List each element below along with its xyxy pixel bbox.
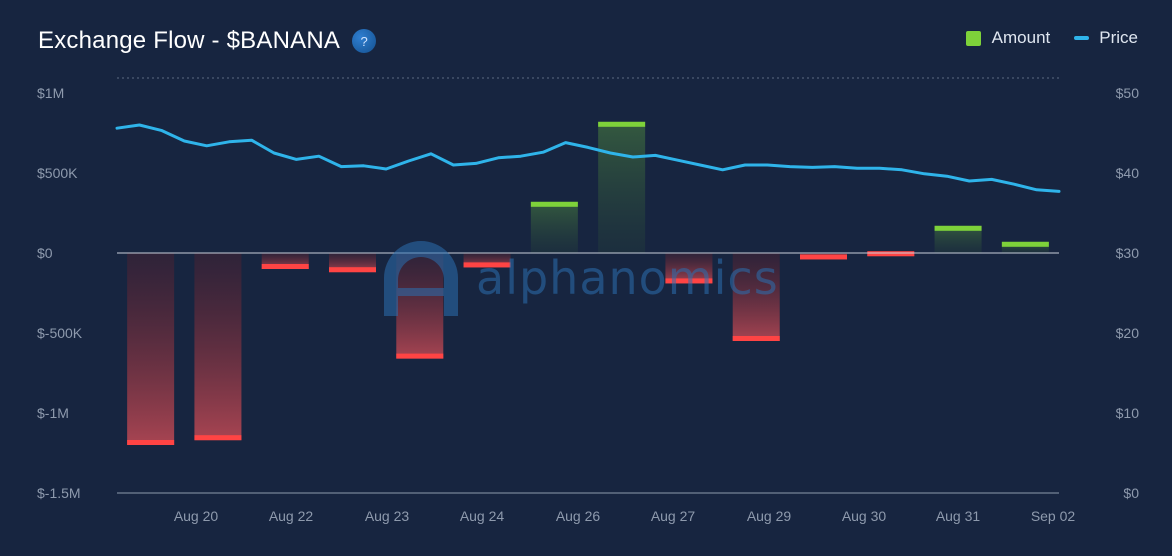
amount-bar[interactable] bbox=[867, 251, 915, 257]
x-axis-ticks: Aug 20 Aug 22 Aug 23 Aug 24 Aug 26 Aug 27 Aug … bbox=[174, 508, 1076, 524]
legend-label-amount: Amount bbox=[991, 28, 1051, 47]
axes bbox=[117, 252, 1059, 494]
amount-bar-cap bbox=[665, 278, 713, 284]
x-tick-label: Aug 31 bbox=[936, 508, 981, 524]
amount-bar-body bbox=[1001, 241, 1049, 253]
left-tick-label: $-1.5M bbox=[37, 485, 81, 501]
right-tick-label: $0 bbox=[1123, 485, 1139, 501]
amount-bar-cap bbox=[598, 121, 646, 127]
amount-bar-cap bbox=[1001, 241, 1049, 247]
right-axis-ticks: $50 $40 $30 $20 $10 $0 bbox=[1116, 85, 1140, 501]
amount-bar-cap bbox=[867, 251, 915, 257]
chart-title: Exchange Flow - $BANANA bbox=[38, 27, 341, 54]
amount-bar[interactable] bbox=[396, 253, 444, 359]
amount-bar[interactable] bbox=[598, 121, 646, 253]
amount-bar[interactable] bbox=[732, 253, 780, 341]
left-tick-label: $1M bbox=[37, 85, 64, 101]
amount-bar-cap bbox=[530, 201, 578, 207]
amount-bar-body bbox=[127, 253, 175, 445]
chart-legend: Amount Price bbox=[942, 28, 1138, 48]
amount-bar-cap bbox=[329, 267, 376, 273]
amount-bar-cap bbox=[463, 262, 511, 268]
amount-bar[interactable] bbox=[665, 253, 713, 284]
right-tick-label: $50 bbox=[1116, 85, 1140, 101]
amount-bar-body bbox=[598, 121, 646, 253]
amount-bar[interactable] bbox=[800, 253, 847, 260]
x-tick-label: Aug 26 bbox=[556, 508, 601, 524]
amount-bar-body bbox=[665, 253, 713, 284]
amount-bar-cap bbox=[732, 336, 780, 341]
x-tick-label: Aug 22 bbox=[269, 508, 314, 524]
amount-bar-body bbox=[732, 253, 780, 341]
amount-bar[interactable] bbox=[463, 253, 511, 268]
x-tick-label: Aug 30 bbox=[842, 508, 887, 524]
amount-bar-body bbox=[396, 253, 444, 359]
x-tick-label: Aug 27 bbox=[651, 508, 696, 524]
left-tick-label: $0 bbox=[37, 245, 53, 261]
left-tick-label: $-500K bbox=[37, 325, 83, 341]
price-swatch-icon bbox=[1074, 36, 1090, 40]
amount-bar[interactable] bbox=[1001, 241, 1049, 253]
price-series-line bbox=[115, 123, 1061, 193]
amount-bar-cap bbox=[396, 353, 444, 359]
amount-swatch-icon bbox=[965, 30, 981, 46]
amount-bar-cap bbox=[934, 225, 982, 231]
amount-bar-cap bbox=[194, 435, 242, 441]
left-tick-label: $-1M bbox=[37, 405, 69, 421]
x-tick-label: Aug 23 bbox=[365, 508, 410, 524]
legend-item-amount[interactable]: Amount bbox=[965, 28, 1051, 48]
left-tick-label: $500K bbox=[37, 165, 78, 181]
right-tick-label: $40 bbox=[1116, 165, 1140, 181]
chart-header: Exchange Flow - $BANANA ? bbox=[38, 24, 377, 58]
amount-bar-body bbox=[194, 253, 242, 441]
amount-bar-body bbox=[530, 201, 578, 253]
amount-bar[interactable] bbox=[261, 253, 309, 269]
question-icon[interactable]: ? bbox=[352, 29, 377, 53]
legend-item-price[interactable]: Price bbox=[1074, 28, 1138, 48]
amount-bar[interactable] bbox=[530, 201, 578, 253]
amount-bar[interactable] bbox=[329, 253, 376, 273]
amount-bar[interactable] bbox=[934, 225, 982, 253]
amount-bar-cap bbox=[800, 254, 847, 260]
x-tick-label: Aug 24 bbox=[460, 508, 505, 524]
x-tick-label: Sep 02 bbox=[1031, 508, 1076, 524]
x-tick-label: Aug 20 bbox=[174, 508, 219, 524]
right-tick-label: $10 bbox=[1116, 405, 1140, 421]
right-tick-label: $20 bbox=[1116, 325, 1140, 341]
amount-bar[interactable] bbox=[194, 253, 242, 441]
left-axis-ticks: $1M $500K $0 $-500K $-1M $-1.5M bbox=[37, 85, 83, 501]
price-line bbox=[115, 123, 1061, 193]
right-tick-label: $30 bbox=[1116, 245, 1140, 261]
amount-bar[interactable] bbox=[127, 253, 175, 445]
amount-bar-cap bbox=[127, 440, 175, 445]
amount-bar-cap bbox=[261, 264, 309, 269]
legend-label-price: Price bbox=[1099, 28, 1138, 47]
x-tick-label: Aug 29 bbox=[747, 508, 792, 524]
